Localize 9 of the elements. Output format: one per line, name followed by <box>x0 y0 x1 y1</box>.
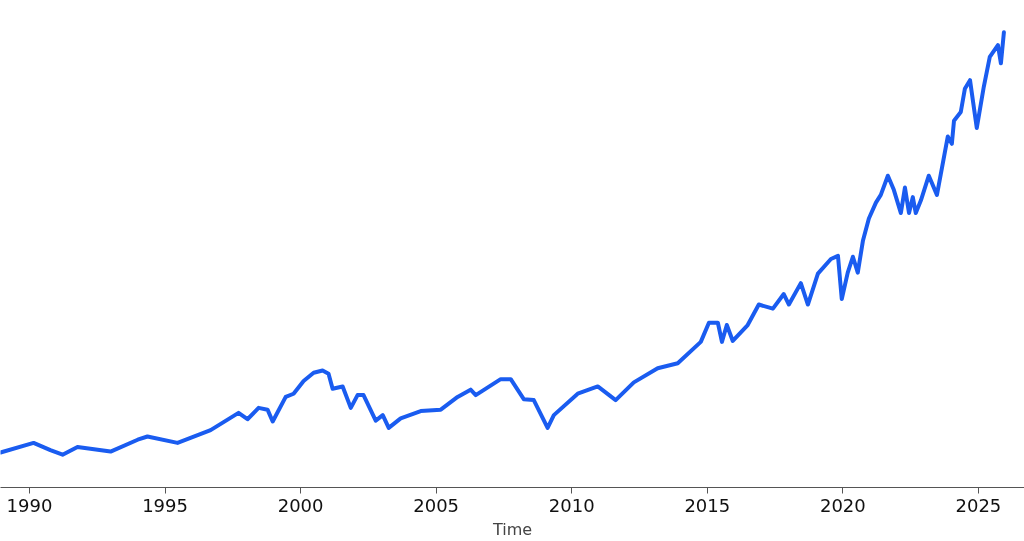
x-tick-label: 2025 <box>955 494 1002 516</box>
x-tick-label: 2000 <box>277 494 324 516</box>
x-tick-label: 1990 <box>6 494 53 516</box>
x-tick-label: 2020 <box>819 494 866 516</box>
x-tick-label: 2010 <box>548 494 595 516</box>
x-tick-label: 2005 <box>413 494 460 516</box>
x-tick-label: 2015 <box>684 494 731 516</box>
x-tick-label: 1995 <box>142 494 188 516</box>
x-axis-title: Time <box>491 519 533 539</box>
